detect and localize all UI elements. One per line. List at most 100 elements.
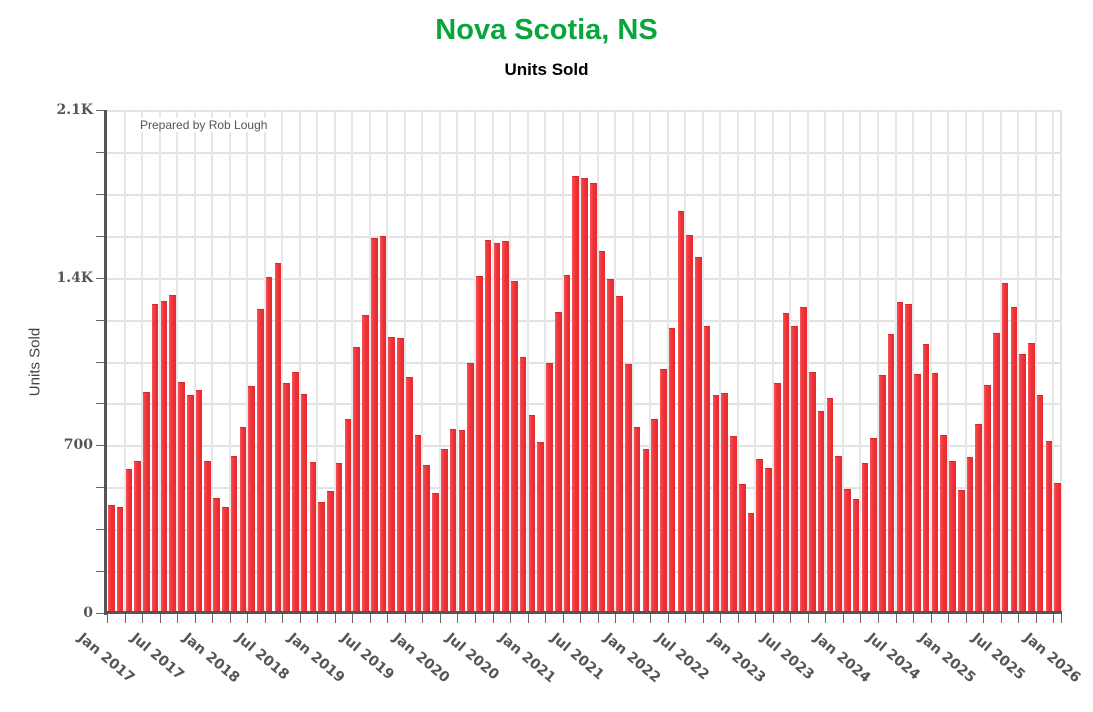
bar-jul-2017[interactable]: [160, 300, 168, 613]
bar-dec-2022[interactable]: [730, 436, 737, 613]
bar-nov-2021[interactable]: [616, 296, 623, 613]
bar-nov-2023[interactable]: [826, 397, 834, 613]
bar-jan-2025[interactable]: [949, 460, 956, 613]
bar-oct-2023[interactable]: [817, 411, 825, 613]
bar-sep-2023[interactable]: [808, 372, 816, 613]
bar-feb-2025[interactable]: [957, 489, 965, 613]
bar-sep-2017[interactable]: [178, 382, 185, 613]
bar-oct-2018[interactable]: [292, 372, 299, 613]
bar-feb-2021[interactable]: [537, 441, 544, 613]
bar-jan-2017[interactable]: [108, 504, 115, 613]
bar-jun-2020[interactable]: [467, 362, 474, 613]
bar-may-2019[interactable]: [353, 346, 360, 613]
bar-apr-2023[interactable]: [765, 468, 772, 613]
bar-dec-2023[interactable]: [835, 456, 842, 613]
bar-apr-2019[interactable]: [344, 419, 352, 613]
bar-oct-2019[interactable]: [397, 338, 404, 613]
bar-mar-2018[interactable]: [230, 456, 238, 613]
bar-dec-2020[interactable]: [519, 356, 527, 613]
bar-feb-2018[interactable]: [221, 506, 229, 613]
bar-nov-2019[interactable]: [405, 377, 413, 613]
bar-apr-2017[interactable]: [134, 460, 141, 613]
bar-jan-2021[interactable]: [528, 414, 536, 613]
bar-aug-2023[interactable]: [800, 306, 807, 613]
bar-jun-2017[interactable]: [151, 304, 159, 613]
bar-aug-2025[interactable]: [1010, 306, 1018, 613]
bar-jun-2021[interactable]: [572, 175, 580, 613]
bar-jun-2023[interactable]: [782, 312, 790, 613]
bar-jun-2018[interactable]: [257, 309, 264, 613]
bar-jun-2025[interactable]: [992, 333, 1000, 613]
bar-oct-2022[interactable]: [712, 395, 720, 613]
bar-nov-2017[interactable]: [195, 390, 203, 613]
bar-may-2023[interactable]: [773, 383, 781, 613]
bar-dec-2024[interactable]: [940, 435, 947, 613]
bar-apr-2022[interactable]: [660, 368, 667, 613]
bar-mar-2022[interactable]: [651, 419, 658, 613]
bar-aug-2020[interactable]: [484, 240, 492, 613]
bar-sep-2018[interactable]: [283, 383, 290, 613]
bar-jul-2025[interactable]: [1001, 282, 1009, 613]
bar-jan-2018[interactable]: [213, 498, 220, 613]
bar-mar-2019[interactable]: [335, 463, 343, 613]
bar-jul-2024[interactable]: [896, 302, 904, 613]
bar-jan-2020[interactable]: [423, 464, 431, 613]
bar-dec-2025[interactable]: [1045, 441, 1053, 613]
bar-jan-2022[interactable]: [633, 426, 641, 613]
bar-sep-2025[interactable]: [1019, 354, 1026, 613]
bar-dec-2018[interactable]: [309, 462, 317, 613]
bar-may-2022[interactable]: [668, 327, 676, 613]
bar-nov-2024[interactable]: [931, 373, 939, 613]
bar-feb-2017[interactable]: [116, 506, 124, 613]
bar-jul-2019[interactable]: [370, 237, 378, 613]
bar-may-2021[interactable]: [563, 275, 571, 613]
bar-aug-2022[interactable]: [695, 257, 702, 613]
bar-aug-2021[interactable]: [589, 183, 597, 613]
bar-oct-2020[interactable]: [502, 241, 509, 613]
bar-sep-2021[interactable]: [598, 251, 606, 613]
bar-feb-2019[interactable]: [327, 491, 334, 613]
bar-jul-2022[interactable]: [686, 235, 693, 613]
bar-sep-2022[interactable]: [703, 326, 711, 613]
bar-sep-2024[interactable]: [914, 373, 921, 613]
bar-apr-2025[interactable]: [975, 424, 983, 613]
bar-apr-2018[interactable]: [239, 426, 247, 613]
bar-jun-2019[interactable]: [362, 315, 369, 613]
bar-dec-2021[interactable]: [625, 363, 632, 613]
bar-oct-2024[interactable]: [922, 344, 930, 613]
bar-oct-2021[interactable]: [607, 279, 615, 613]
bar-may-2025[interactable]: [984, 384, 991, 613]
bar-may-2017[interactable]: [143, 391, 150, 613]
bar-apr-2024[interactable]: [870, 437, 877, 613]
bar-nov-2018[interactable]: [300, 394, 308, 613]
bar-mar-2025[interactable]: [966, 457, 974, 613]
bar-jun-2024[interactable]: [887, 333, 895, 613]
bar-jun-2022[interactable]: [677, 211, 685, 613]
bar-jan-2023[interactable]: [738, 483, 746, 613]
bar-may-2024[interactable]: [879, 374, 886, 613]
bar-sep-2019[interactable]: [388, 337, 396, 613]
bar-aug-2018[interactable]: [274, 263, 282, 613]
bar-feb-2022[interactable]: [642, 448, 650, 613]
bar-mar-2024[interactable]: [861, 463, 869, 613]
bar-mar-2021[interactable]: [546, 362, 553, 613]
bar-aug-2019[interactable]: [379, 236, 387, 613]
bar-sep-2020[interactable]: [493, 242, 501, 613]
bar-mar-2023[interactable]: [756, 459, 764, 613]
bar-jul-2023[interactable]: [791, 326, 799, 613]
bar-jul-2018[interactable]: [265, 276, 273, 613]
bar-jul-2021[interactable]: [581, 178, 588, 613]
bar-apr-2021[interactable]: [554, 311, 562, 613]
bar-feb-2023[interactable]: [747, 512, 755, 613]
bar-apr-2020[interactable]: [449, 429, 457, 613]
bar-may-2018[interactable]: [248, 385, 255, 613]
bar-aug-2017[interactable]: [169, 294, 176, 613]
bar-dec-2019[interactable]: [414, 435, 422, 613]
bar-jan-2026[interactable]: [1054, 482, 1061, 613]
bar-nov-2025[interactable]: [1036, 395, 1044, 613]
bar-jan-2024[interactable]: [844, 488, 851, 613]
bar-oct-2017[interactable]: [186, 395, 194, 613]
bar-aug-2024[interactable]: [905, 304, 912, 613]
bar-jan-2019[interactable]: [318, 502, 325, 613]
bar-feb-2020[interactable]: [432, 493, 439, 613]
